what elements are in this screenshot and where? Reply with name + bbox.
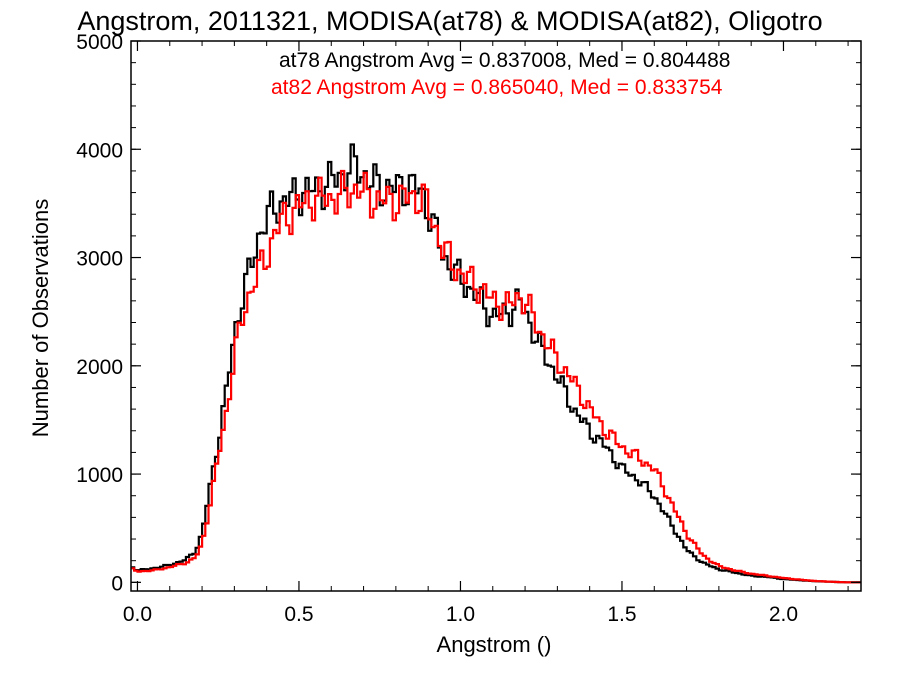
plot-frame [130, 40, 862, 592]
y-tick-label: 3000 [76, 248, 123, 271]
legend-annotation-at78: at78 Angstrom Avg = 0.837008, Med = 0.80… [279, 49, 730, 72]
x-tick-label: 0.5 [284, 603, 313, 626]
x-tick-label: 1.5 [607, 603, 636, 626]
series-at82-line [131, 169, 861, 584]
x-tick-label: 1.0 [446, 603, 475, 626]
y-tick-label: 4000 [76, 139, 123, 162]
chart-title: Angstrom, 2011321, MODISA(at78) & MODISA… [77, 6, 822, 36]
y-tick-label: 0 [111, 572, 123, 595]
y-tick-label: 2000 [76, 356, 123, 379]
x-tick-label: 0.0 [123, 603, 152, 626]
x-tick-label: 2.0 [769, 603, 798, 626]
legend-annotation-at82: at82 Angstrom Avg = 0.865040, Med = 0.83… [271, 76, 723, 99]
x-axis-label: Angstrom () [437, 632, 552, 657]
series-at78-line [131, 143, 861, 584]
y-tick-label: 5000 [76, 31, 123, 54]
y-tick-label: 1000 [76, 464, 123, 487]
y-axis-label: Number of Observations [28, 199, 53, 437]
